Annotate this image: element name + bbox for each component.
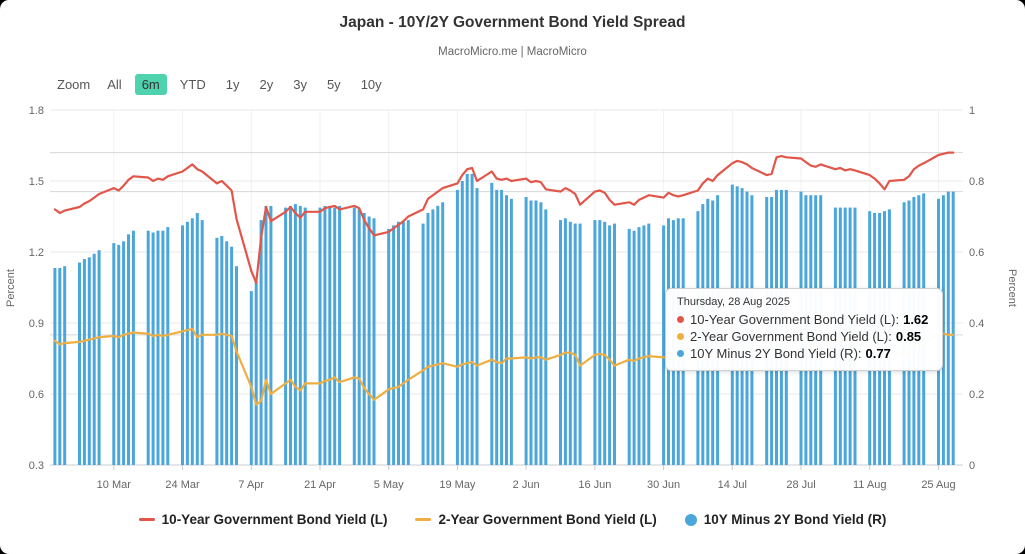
orange-line-marker-icon (415, 518, 432, 521)
svg-text:0.9: 0.9 (29, 318, 44, 330)
zoom-option-all[interactable]: All (100, 74, 128, 95)
svg-text:0.3: 0.3 (29, 460, 44, 472)
red-dot-icon (677, 316, 684, 323)
tooltip-row-2y: 2-Year Government Bond Yield (L): 0.85 (677, 328, 931, 345)
svg-text:7 Apr: 7 Apr (238, 479, 264, 491)
tooltip-value: 0.85 (895, 329, 922, 344)
svg-text:14 Jul: 14 Jul (718, 479, 747, 491)
chart-legend: 10-Year Government Bond Yield (L) 2-Year… (0, 512, 1025, 527)
svg-text:1: 1 (969, 105, 975, 117)
svg-text:16 Jun: 16 Jun (578, 479, 611, 491)
svg-text:0.4: 0.4 (969, 318, 984, 330)
svg-text:1.2: 1.2 (29, 247, 44, 259)
svg-text:0: 0 (969, 460, 975, 472)
legend-label: 10-Year Government Bond Yield (L) (161, 512, 388, 527)
svg-text:0.8: 0.8 (969, 176, 984, 188)
svg-text:1.5: 1.5 (29, 176, 44, 188)
zoom-option-ytd[interactable]: YTD (173, 74, 213, 95)
zoom-option-6m[interactable]: 6m (134, 74, 167, 95)
legend-item-spread[interactable]: 10Y Minus 2Y Bond Yield (R) (684, 512, 887, 527)
svg-text:21 Apr: 21 Apr (304, 479, 336, 491)
zoom-controls: Zoom All 6m YTD 1y 2y 3y 5y 10y (57, 74, 389, 95)
svg-text:5 May: 5 May (374, 479, 404, 491)
zoom-option-2y[interactable]: 2y (252, 74, 280, 95)
blue-dot-icon (677, 350, 684, 357)
page-title: Japan - 10Y/2Y Government Bond Yield Spr… (339, 14, 686, 31)
legend-label: 2-Year Government Bond Yield (L) (438, 512, 657, 527)
svg-text:10 Mar: 10 Mar (97, 479, 132, 491)
svg-text:28 Jul: 28 Jul (786, 479, 815, 491)
chart-subtitle: MacroMicro.me | MacroMicro (438, 46, 587, 58)
tooltip-label: 10-Year Government Bond Yield (L): (690, 312, 900, 327)
orange-dot-icon (677, 333, 684, 340)
zoom-option-5y[interactable]: 5y (320, 74, 348, 95)
legend-item-2y[interactable]: 2-Year Government Bond Yield (L) (415, 512, 657, 527)
red-line-marker-icon (138, 518, 155, 521)
chart-tooltip: Thursday, 28 Aug 2025 10-Year Government… (665, 288, 943, 371)
tooltip-date: Thursday, 28 Aug 2025 (677, 296, 790, 308)
svg-text:0.6: 0.6 (29, 389, 44, 401)
svg-text:30 Jun: 30 Jun (647, 479, 680, 491)
tooltip-label: 2-Year Government Bond Yield (L): (690, 329, 892, 344)
svg-text:19 May: 19 May (439, 479, 476, 491)
svg-text:0.6: 0.6 (969, 247, 984, 259)
svg-text:Percent: Percent (1006, 269, 1018, 307)
zoom-option-3y[interactable]: 3y (286, 74, 314, 95)
svg-text:Percent: Percent (5, 269, 17, 307)
tooltip-label: 10Y Minus 2Y Bond Yield (R): (690, 346, 862, 361)
legend-item-10y[interactable]: 10-Year Government Bond Yield (L) (138, 512, 388, 527)
svg-text:24 Mar: 24 Mar (165, 479, 200, 491)
tooltip-value: 0.77 (865, 346, 891, 361)
svg-text:11 Aug: 11 Aug (853, 479, 886, 491)
svg-text:0.2: 0.2 (969, 389, 984, 401)
svg-text:2 Jun: 2 Jun (513, 479, 540, 491)
zoom-option-1y[interactable]: 1y (219, 74, 247, 95)
tooltip-value: 1.62 (903, 312, 929, 327)
tooltip-row-10y: 10-Year Government Bond Yield (L): 1.62 (677, 311, 931, 328)
svg-text:25 Aug: 25 Aug (921, 479, 955, 491)
svg-text:1.8: 1.8 (29, 105, 44, 117)
zoom-option-10y[interactable]: 10y (354, 74, 389, 95)
blue-circle-marker-icon (684, 513, 697, 526)
tooltip-row-spread: 10Y Minus 2Y Bond Yield (R): 0.77 (677, 345, 931, 362)
legend-label: 10Y Minus 2Y Bond Yield (R) (703, 512, 887, 527)
zoom-label: Zoom (57, 77, 91, 92)
